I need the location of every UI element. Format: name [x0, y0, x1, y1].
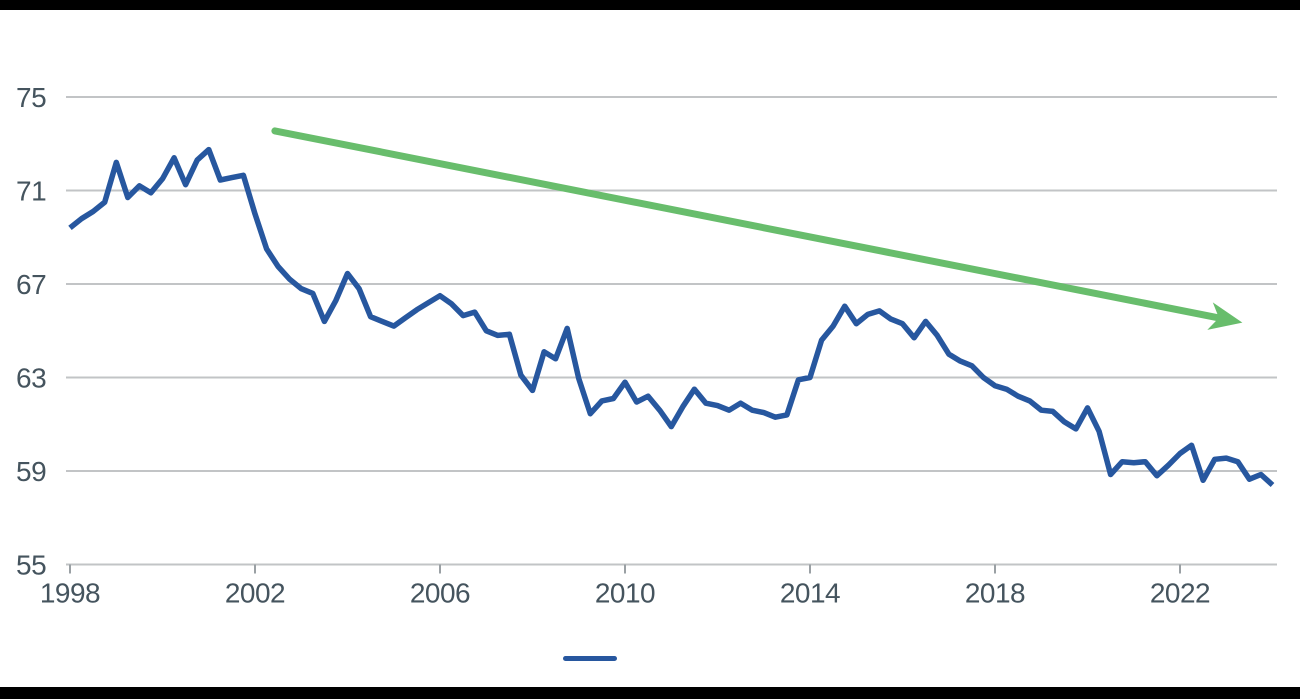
y-axis-tick-label: 71: [16, 176, 46, 207]
y-axis-tick-label: 55: [16, 550, 46, 581]
x-axis-tick-label: 2006: [410, 578, 470, 609]
y-axis-tick-label: 67: [16, 269, 46, 300]
data-series-line: [68, 146, 1275, 488]
y-axis-tick-label: 75: [16, 82, 46, 113]
legend-line-swatch: [563, 656, 617, 661]
x-axis-tick-label: 2018: [965, 578, 1025, 609]
x-axis-tick-label: 2014: [780, 578, 840, 609]
bottom-border-bar: [0, 687, 1300, 699]
x-axis-tick-label: 2010: [595, 578, 655, 609]
x-axis-tick-label: 2022: [1150, 578, 1210, 609]
y-axis-tick-label: 63: [16, 363, 46, 394]
x-axis-tick-label: 2002: [225, 578, 285, 609]
trend-arrow-shaft: [271, 127, 1223, 322]
y-axis-tick-label: 59: [16, 456, 46, 487]
x-axis-tick-label: 1998: [40, 578, 100, 609]
top-border-bar: [0, 0, 1300, 10]
trend-arrow-head: [1207, 302, 1243, 330]
